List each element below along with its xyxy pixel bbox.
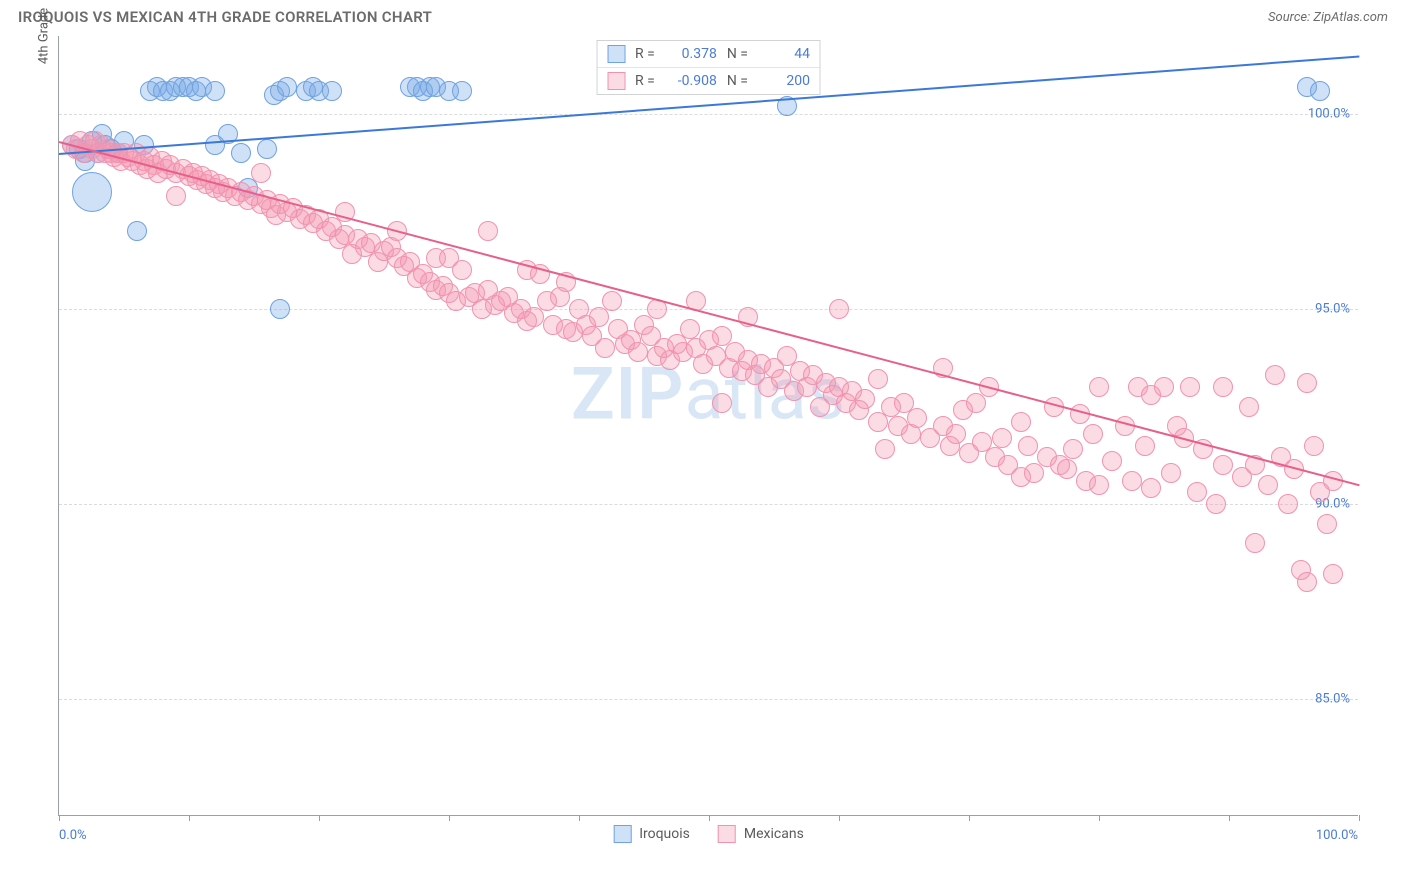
data-point — [907, 408, 927, 428]
data-point — [1063, 439, 1083, 459]
data-point — [1297, 373, 1317, 393]
ytick-label: 95.0% — [1315, 302, 1350, 317]
data-point — [231, 143, 251, 163]
xtick — [1359, 815, 1360, 821]
data-point — [1154, 377, 1174, 397]
data-point — [595, 338, 615, 358]
xtick — [839, 815, 840, 821]
legend-swatch-icon — [607, 72, 625, 90]
data-point — [251, 163, 271, 183]
data-point — [1187, 482, 1207, 502]
gridline — [59, 114, 1358, 115]
data-point — [322, 81, 342, 101]
data-point — [1310, 81, 1330, 101]
trend-line — [59, 141, 1360, 486]
stat-n-label: N = — [727, 46, 748, 62]
gridline — [59, 699, 1358, 700]
stat-r-value: -0.908 — [665, 73, 717, 89]
data-point — [1089, 377, 1109, 397]
data-point — [1265, 365, 1285, 385]
xtick — [189, 815, 190, 821]
chart-header: IROQUOIS VS MEXICAN 4TH GRADE CORRELATIO… — [0, 0, 1406, 32]
ytick-label: 100.0% — [1308, 107, 1350, 122]
data-point — [1018, 436, 1038, 456]
legend-swatch-icon — [613, 825, 631, 843]
data-point — [1245, 533, 1265, 553]
data-point — [127, 221, 147, 241]
data-point — [1323, 564, 1343, 584]
y-axis-label: 4th Grade — [37, 8, 52, 64]
xtick-label-min: 0.0% — [59, 828, 87, 843]
chart-source: Source: ZipAtlas.com — [1268, 10, 1388, 25]
stats-row: R = -0.908 N = 200 — [597, 67, 820, 94]
data-point — [992, 428, 1012, 448]
data-point — [72, 172, 112, 212]
data-point — [868, 369, 888, 389]
gridline — [59, 504, 1358, 505]
data-point — [1161, 463, 1181, 483]
xtick — [1229, 815, 1230, 821]
legend-label: Mexicans — [744, 826, 804, 842]
data-point — [257, 139, 277, 159]
data-point — [1239, 397, 1259, 417]
data-point — [1180, 377, 1200, 397]
data-point — [1317, 514, 1337, 534]
data-point — [452, 260, 472, 280]
xtick — [709, 815, 710, 821]
data-point — [478, 221, 498, 241]
data-point — [1122, 471, 1142, 491]
correlation-stats-box: R = 0.378 N = 44 R = -0.908 N = 200 — [596, 40, 821, 95]
data-point — [712, 393, 732, 413]
xtick — [319, 815, 320, 821]
data-point — [1213, 455, 1233, 475]
stat-r-value: 0.378 — [665, 46, 717, 62]
stat-n-label: N = — [727, 73, 748, 89]
data-point — [1278, 494, 1298, 514]
stat-r-label: R = — [635, 46, 655, 62]
data-point — [1083, 424, 1103, 444]
legend-label: Iroquois — [639, 826, 690, 842]
gridline — [59, 309, 1358, 310]
data-point — [680, 319, 700, 339]
data-point — [452, 81, 472, 101]
stat-r-label: R = — [635, 73, 655, 89]
data-point — [1304, 436, 1324, 456]
ytick-label: 85.0% — [1315, 692, 1350, 707]
xtick — [579, 815, 580, 821]
data-point — [1102, 451, 1122, 471]
data-point — [1297, 572, 1317, 592]
legend-swatch-icon — [718, 825, 736, 843]
xtick — [1099, 815, 1100, 821]
legend-item: Iroquois — [613, 825, 690, 843]
data-point — [1057, 459, 1077, 479]
legend: Iroquois Mexicans — [613, 825, 804, 843]
data-point — [875, 439, 895, 459]
stat-n-value: 200 — [758, 73, 810, 89]
data-point — [946, 424, 966, 444]
data-point — [205, 81, 225, 101]
xtick — [969, 815, 970, 821]
data-point — [829, 299, 849, 319]
data-point — [855, 389, 875, 409]
data-point — [1135, 436, 1155, 456]
stats-row: R = 0.378 N = 44 — [597, 41, 820, 67]
legend-swatch-icon — [607, 45, 625, 63]
legend-item: Mexicans — [718, 825, 804, 843]
xtick — [449, 815, 450, 821]
data-point — [166, 186, 186, 206]
data-point — [1258, 475, 1278, 495]
data-point — [602, 291, 622, 311]
xtick-label-max: 100.0% — [1316, 828, 1358, 843]
data-point — [1141, 478, 1161, 498]
stat-n-value: 44 — [758, 46, 810, 62]
data-point — [277, 77, 297, 97]
data-point — [270, 299, 290, 319]
data-point — [1011, 412, 1031, 432]
data-point — [1206, 494, 1226, 514]
data-point — [1089, 475, 1109, 495]
chart-title: IROQUOIS VS MEXICAN 4TH GRADE CORRELATIO… — [18, 8, 432, 26]
data-point — [1213, 377, 1233, 397]
xtick — [59, 815, 60, 821]
plot-region: ZIPatlas R =0.378N =44R =-0.908N =200 Ir… — [58, 36, 1358, 816]
